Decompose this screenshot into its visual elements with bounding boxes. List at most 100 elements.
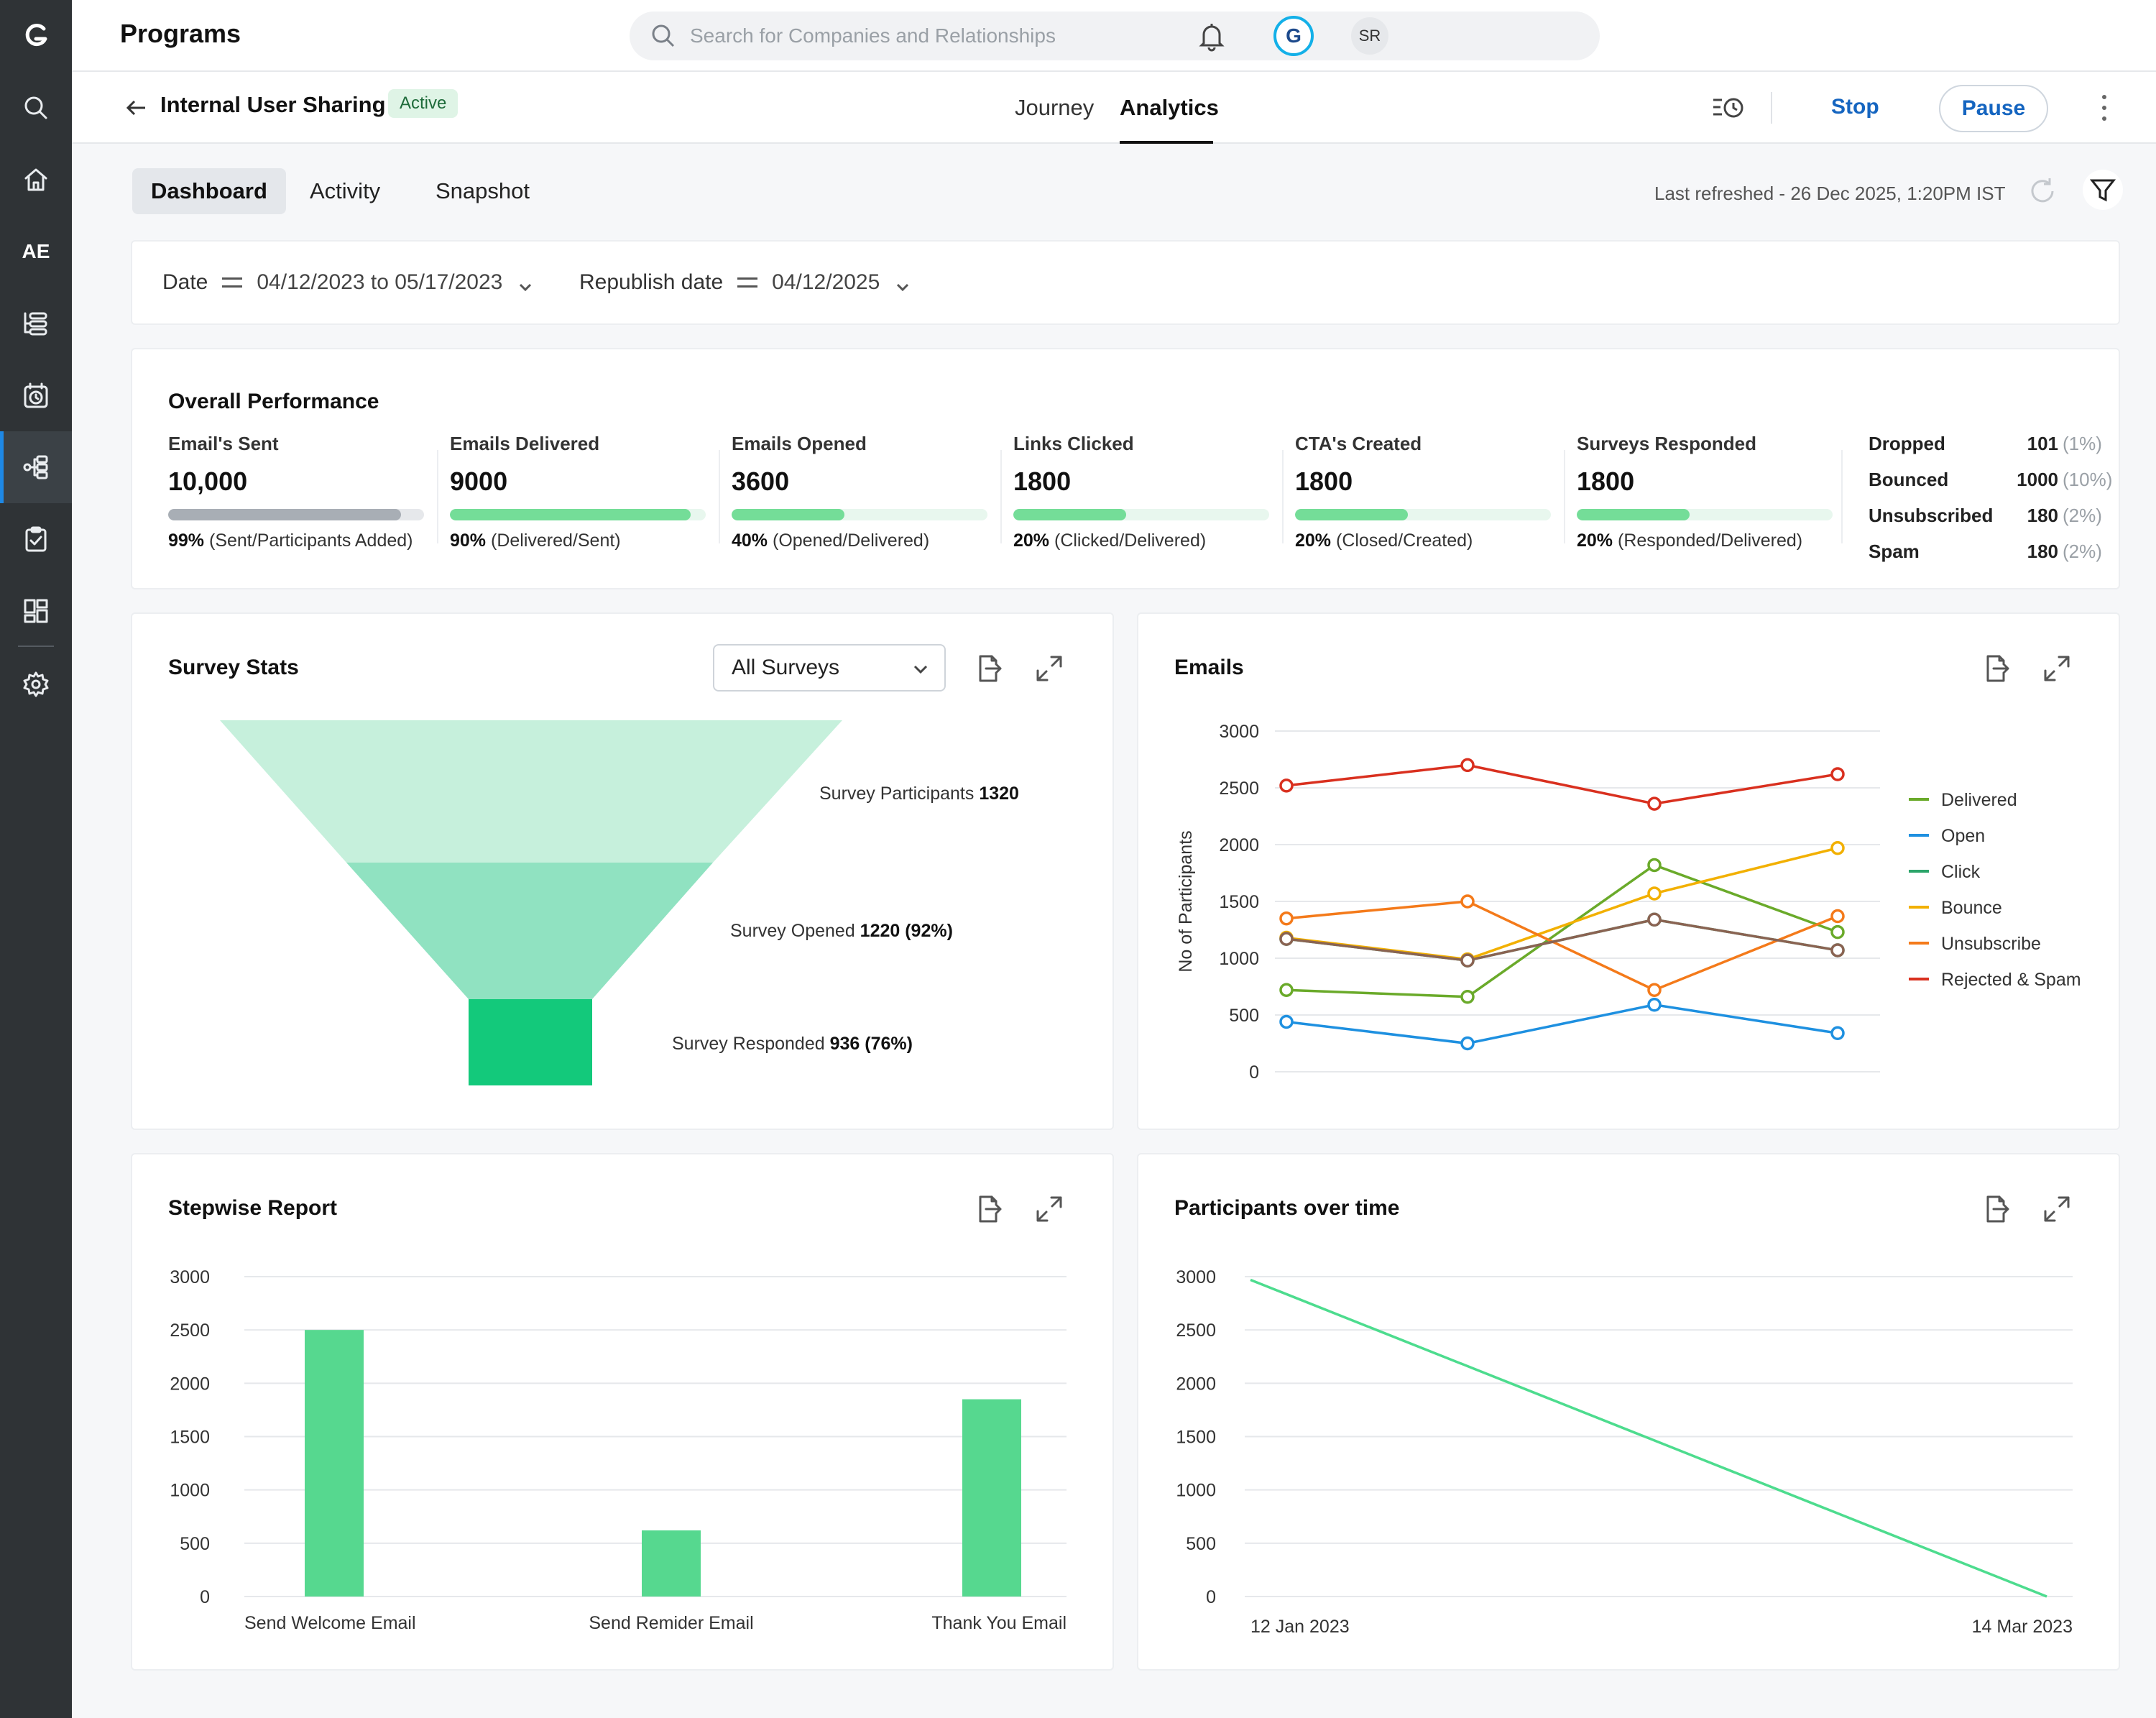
tab-snapshot[interactable]: Snapshot bbox=[436, 178, 530, 203]
series-line bbox=[1286, 847, 1838, 961]
app-logo[interactable] bbox=[0, 0, 72, 72]
home-icon bbox=[24, 168, 47, 191]
stat-label: Dropped bbox=[1869, 433, 1945, 454]
metric-label: CTA's Created bbox=[1295, 433, 1422, 454]
metric-value: 1800 bbox=[1013, 467, 1072, 496]
metric-ratio: 20% (Closed/Created) bbox=[1295, 530, 1473, 551]
metric-progress-fill bbox=[732, 509, 844, 520]
metric-5: Surveys Responded 1800 20% (Responded/Deli… bbox=[1577, 433, 1833, 555]
tab-analytics[interactable]: Analytics bbox=[1120, 95, 1219, 120]
expand-button[interactable] bbox=[1033, 653, 1065, 684]
expand-button[interactable] bbox=[1033, 1193, 1065, 1225]
chevron-down-icon bbox=[913, 665, 928, 674]
data-point bbox=[1647, 858, 1662, 873]
series-line bbox=[1286, 763, 1838, 805]
page-title: Programs bbox=[120, 19, 241, 48]
survey-select[interactable]: All Surveys bbox=[713, 644, 946, 692]
stop-button[interactable]: Stop bbox=[1831, 95, 1879, 119]
y-tick-label: 1500 bbox=[170, 1428, 210, 1448]
metric-ratio: 40% (Opened/Delivered) bbox=[732, 530, 929, 551]
last-refreshed-text: Last refreshed - 26 Dec 2025, 1:20PM IST bbox=[1654, 183, 2006, 204]
product-badge-letter: G bbox=[1286, 24, 1302, 47]
republish-date-filter[interactable]: Republish date 04/12/2025 bbox=[579, 270, 910, 295]
export-button[interactable] bbox=[1981, 653, 2012, 684]
data-point bbox=[1830, 1026, 1845, 1041]
stat-dropped: Dropped 101 (1%) bbox=[1869, 433, 2113, 469]
metric-value: 9000 bbox=[450, 467, 508, 496]
x-tick-label: Thank You Email bbox=[931, 1613, 1067, 1633]
participants-over-time-card: Participants over time 0 500 1000 1500 2000 2… bbox=[1137, 1153, 2120, 1671]
series-line bbox=[1286, 863, 1838, 998]
sidebar-item-ae[interactable]: AE bbox=[0, 216, 72, 288]
tab-activity[interactable]: Activity bbox=[310, 178, 381, 203]
stat-spam: Spam 180 (2%) bbox=[1869, 541, 2113, 577]
sidebar-item-lists[interactable] bbox=[0, 288, 72, 359]
legend-label: Delivered bbox=[1941, 790, 2017, 810]
series-rejected-spam bbox=[1279, 758, 1845, 811]
tab-journey[interactable]: Journey bbox=[1015, 95, 1095, 120]
sidebar-item-home[interactable] bbox=[0, 144, 72, 216]
export-button[interactable] bbox=[973, 653, 1005, 684]
export-icon bbox=[1986, 1195, 2009, 1223]
data-point bbox=[1647, 983, 1662, 997]
date-filter-value: 04/12/2023 to 05/17/2023 bbox=[257, 270, 503, 294]
equals-icon bbox=[222, 277, 243, 288]
sidebar-item-dashboards[interactable] bbox=[0, 575, 72, 647]
export-icon bbox=[979, 655, 1002, 682]
filter-button[interactable] bbox=[2083, 170, 2123, 210]
back-button[interactable] bbox=[122, 93, 151, 122]
divider bbox=[437, 450, 438, 543]
stat-value: 180 bbox=[2027, 541, 2058, 562]
sidebar-item-schedule[interactable] bbox=[0, 359, 72, 431]
notifications-button[interactable] bbox=[1193, 17, 1230, 55]
avatar-initials: SR bbox=[1358, 27, 1381, 45]
global-search[interactable] bbox=[630, 12, 1600, 60]
sidebar-item-settings[interactable] bbox=[0, 648, 72, 720]
dashboard-icon bbox=[24, 599, 48, 623]
history-button[interactable] bbox=[1710, 93, 1746, 122]
list-icon bbox=[24, 312, 47, 336]
filter-icon bbox=[2089, 179, 2116, 202]
tab-dashboard[interactable]: Dashboard bbox=[132, 168, 286, 214]
sidebar-item-programs[interactable] bbox=[0, 431, 72, 503]
metric-value: 10,000 bbox=[168, 467, 248, 496]
active-tab-indicator bbox=[1120, 141, 1213, 144]
metric-3: Links Clicked 1800 20% (Clicked/Delivered) bbox=[1013, 433, 1269, 555]
gainsight-logo-icon bbox=[25, 24, 47, 47]
top-header: Programs G SR bbox=[72, 0, 2156, 72]
emails-card: Emails 0 500 1000 1500 2000 2500 3000 No of Par… bbox=[1137, 612, 2120, 1130]
search-input[interactable] bbox=[690, 24, 1552, 47]
y-tick-label: 2000 bbox=[1176, 1374, 1216, 1394]
bar bbox=[305, 1330, 364, 1597]
divider bbox=[719, 450, 720, 543]
export-button[interactable] bbox=[1981, 1193, 2012, 1225]
expand-button[interactable] bbox=[2041, 1193, 2073, 1225]
expand-button[interactable] bbox=[2041, 653, 2073, 684]
data-point bbox=[1647, 912, 1662, 927]
date-filter[interactable]: Date 04/12/2023 to 05/17/2023 bbox=[162, 270, 533, 295]
data-point bbox=[1647, 998, 1662, 1012]
funnel-stage-opened bbox=[346, 863, 713, 999]
metric-label: Links Clicked bbox=[1013, 433, 1134, 454]
metric-percent: 99% bbox=[168, 530, 205, 551]
sidebar-divider bbox=[18, 646, 54, 647]
calendar-clock-icon bbox=[24, 382, 48, 408]
expand-icon bbox=[1036, 1196, 1062, 1222]
y-tick-label: 1500 bbox=[1219, 892, 1259, 912]
divider bbox=[1282, 450, 1284, 543]
metric-ratio-desc: (Responded/Delivered) bbox=[1618, 530, 1803, 551]
data-point bbox=[1830, 767, 1845, 781]
sidebar-item-tasks[interactable] bbox=[0, 503, 72, 575]
avatar[interactable]: SR bbox=[1351, 17, 1388, 55]
export-button[interactable] bbox=[973, 1193, 1005, 1225]
sidebar-item-search[interactable] bbox=[0, 72, 72, 144]
bar bbox=[642, 1530, 701, 1597]
stat-value: 180 bbox=[2027, 505, 2058, 526]
more-options-icon[interactable] bbox=[2097, 92, 2111, 124]
refresh-button[interactable] bbox=[2027, 175, 2058, 207]
y-tick-label: 2500 bbox=[1219, 778, 1259, 799]
metric-progress-bar bbox=[1577, 509, 1833, 520]
divider bbox=[1564, 450, 1565, 543]
pause-button[interactable]: Pause bbox=[1939, 85, 2048, 132]
product-badge[interactable]: G bbox=[1273, 16, 1314, 56]
